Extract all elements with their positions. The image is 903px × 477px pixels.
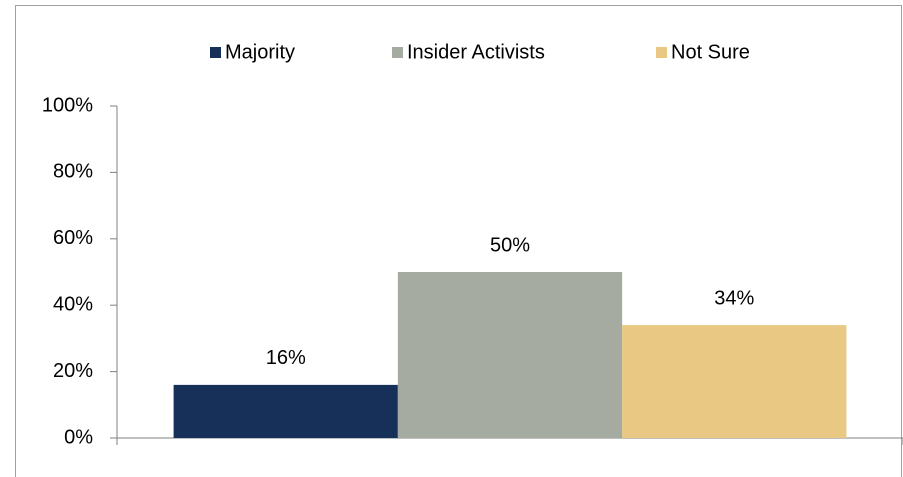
legend-swatch (392, 47, 403, 58)
y-tick-label: 60% (53, 227, 93, 249)
bar (622, 325, 847, 438)
data-label: 16% (266, 347, 306, 369)
legend-label: Not Sure (671, 41, 750, 63)
data-label: 50% (490, 234, 530, 256)
legend-swatch (210, 47, 221, 58)
legend-label: Majority (225, 41, 295, 63)
bar (397, 272, 623, 438)
legend-label: Insider Activists (407, 41, 545, 63)
y-tick-label: 0% (64, 426, 93, 448)
y-tick-label: 80% (53, 161, 93, 183)
y-tick-label: 20% (53, 360, 93, 382)
legend-swatch (656, 47, 667, 58)
bar (173, 384, 398, 438)
chart-border (15, 5, 902, 477)
data-label: 34% (714, 287, 754, 309)
y-tick-label: 40% (53, 293, 93, 315)
y-tick-label: 100% (42, 94, 93, 116)
